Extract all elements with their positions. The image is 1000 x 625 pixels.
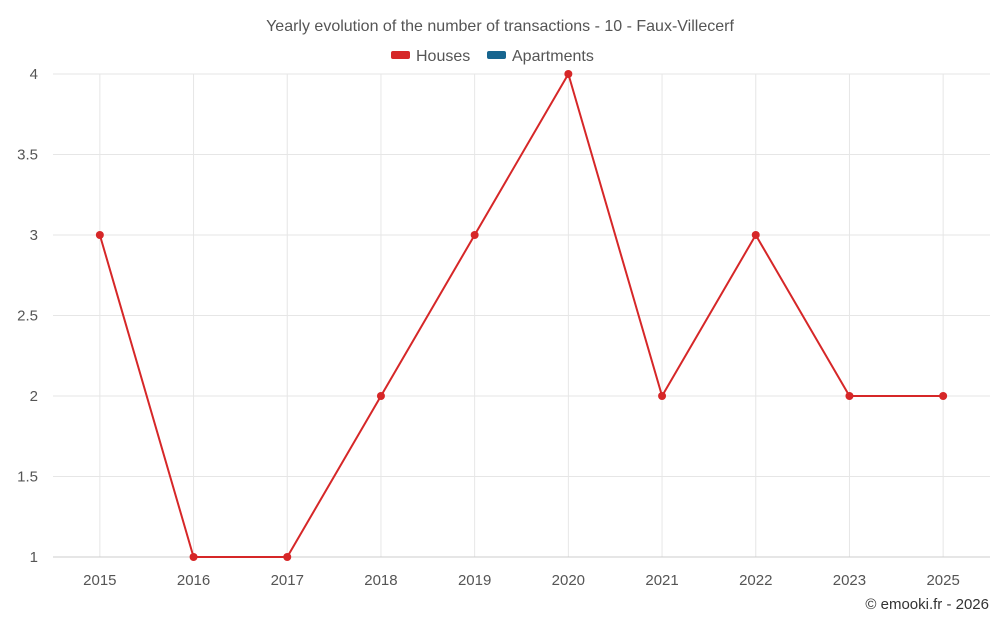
x-tick-label: 2017: [271, 572, 304, 589]
x-tick-label: 2016: [177, 572, 210, 589]
legend-swatch-apartments: [487, 51, 506, 59]
legend-swatch-houses: [391, 51, 410, 59]
y-tick-label: 2: [30, 388, 38, 405]
chart-title: Yearly evolution of the number of transa…: [266, 18, 734, 35]
series-line-houses: [98, 73, 944, 558]
y-tick-label: 3.5: [17, 147, 38, 164]
y-axis-labels: 1 1.5 2 2.5 3 3.5 4: [17, 66, 38, 566]
x-tick-label: 2023: [833, 572, 866, 589]
data-point-houses-2020[interactable]: [564, 70, 573, 78]
series-houses: [95, 70, 948, 561]
credit-text: © emooki.fr - 2026: [865, 596, 989, 613]
x-tick-label: 2022: [739, 572, 772, 589]
data-point-houses-2022[interactable]: [751, 231, 760, 239]
legend[interactable]: Houses Apartments: [391, 48, 594, 65]
x-tick-label: 2025: [926, 572, 959, 589]
data-point-houses-2021[interactable]: [658, 392, 667, 400]
x-tick-label: 2021: [645, 572, 678, 589]
y-tick-label: 3: [30, 227, 38, 244]
x-tick-label: 2018: [364, 572, 397, 589]
x-tick-label: 2019: [458, 572, 491, 589]
data-point-houses-2017[interactable]: [283, 553, 292, 561]
x-axis-labels: 2015 2016 2017 2018 2019 2020 2021 2022 2023 2025: [83, 572, 960, 589]
y-tick-label: 1: [30, 549, 38, 566]
data-point-houses-2015[interactable]: [95, 231, 104, 239]
data-point-houses-2023[interactable]: [845, 392, 854, 400]
x-tick-label: 2020: [552, 572, 585, 589]
legend-label-houses[interactable]: Houses: [416, 48, 470, 65]
data-point-houses-2016[interactable]: [189, 553, 198, 561]
y-tick-label: 1.5: [17, 469, 38, 486]
y-tick-label: 4: [30, 66, 38, 83]
data-point-houses-2019[interactable]: [470, 231, 479, 239]
x-tick-label: 2015: [83, 572, 116, 589]
y-tick-label: 2.5: [17, 308, 38, 325]
data-point-houses-2018[interactable]: [376, 392, 385, 400]
legend-label-apartments[interactable]: Apartments: [512, 48, 594, 65]
x-gridlines: [53, 74, 990, 558]
data-point-houses-2025[interactable]: [939, 392, 948, 400]
